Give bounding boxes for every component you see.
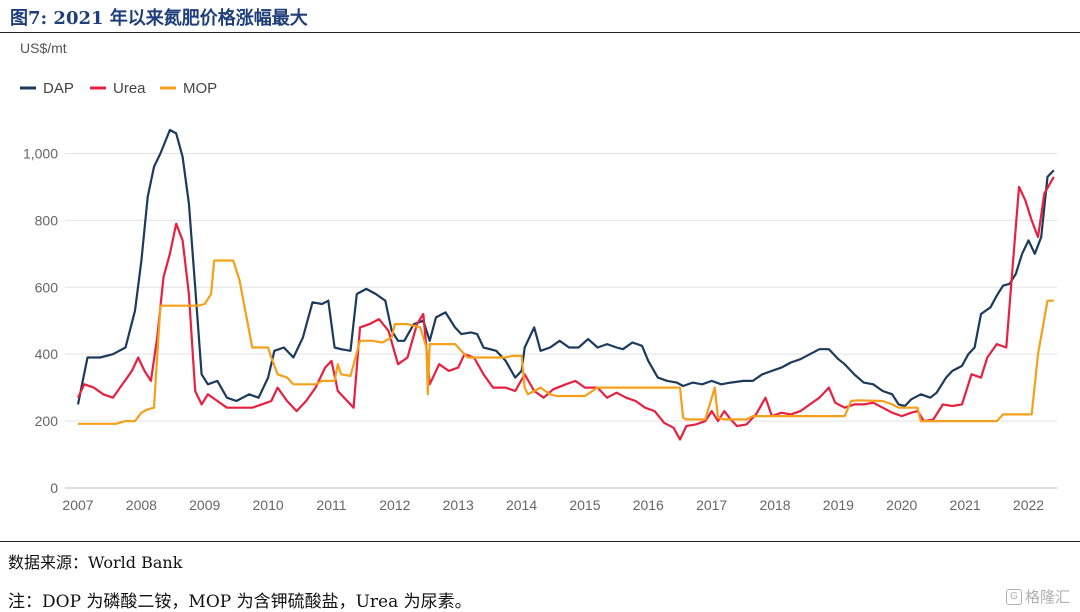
series-line-dap	[76, 128, 1055, 408]
legend: DAP Urea MOP	[20, 80, 217, 97]
footnote: 注：DOP 为磷酸二铵，MOP 为含钾硫酸盐，Urea 为尿素。	[8, 592, 472, 612]
bottom-rule	[0, 541, 1080, 542]
y-axis-ticks: 0 200 400 600 800 1,000	[23, 145, 58, 496]
watermark: G 格隆汇	[1005, 586, 1070, 607]
x-tick-label: 2013	[443, 497, 474, 513]
x-tick-label: 2015	[569, 497, 600, 513]
x-axis-ticks: 2007 2008 2009 2010 2011 2012 2013 2014 2015 2016…	[62, 497, 1044, 513]
top-rule	[0, 32, 1080, 33]
series-line-urea	[77, 176, 1055, 441]
x-tick-label: 2010	[253, 497, 284, 513]
watermark-text: 格隆汇	[1024, 589, 1070, 606]
series-lines	[76, 128, 1055, 441]
y-tick-label: 800	[35, 212, 59, 228]
x-tick-label: 2018	[759, 497, 790, 513]
gridlines	[65, 152, 1057, 422]
figure-title: 图7: 2021 年以来氮肥价格涨幅最大	[10, 8, 308, 29]
y-tick-label: 200	[35, 413, 59, 429]
x-tick-label: 2019	[823, 497, 854, 513]
y-tick-label: 400	[35, 346, 59, 362]
y-tick-label: 1,000	[23, 145, 58, 161]
x-tick-label: 2014	[506, 497, 537, 513]
x-tick-label: 2008	[126, 497, 157, 513]
x-tick-label: 2009	[189, 497, 220, 513]
x-tick-label: 2017	[696, 497, 727, 513]
x-tick-label: 2022	[1013, 497, 1044, 513]
series-line-mop	[78, 259, 1054, 425]
x-tick-label: 2021	[950, 497, 981, 513]
source-note: 数据来源：World Bank	[8, 553, 183, 572]
legend-label-urea: Urea	[113, 80, 146, 97]
x-tick-label: 2012	[379, 497, 410, 513]
y-tick-label: 600	[35, 279, 59, 295]
x-tick-label: 2007	[62, 497, 93, 513]
y-tick-label: 0	[50, 480, 58, 496]
x-tick-label: 2016	[633, 497, 664, 513]
x-tick-label: 2011	[316, 497, 346, 513]
legend-label-dap: DAP	[43, 80, 74, 97]
x-tick-label: 2020	[886, 497, 917, 513]
watermark-logo-icon: G	[1005, 588, 1022, 605]
y-unit-label: US$/mt	[20, 40, 67, 56]
legend-label-mop: MOP	[183, 80, 217, 97]
